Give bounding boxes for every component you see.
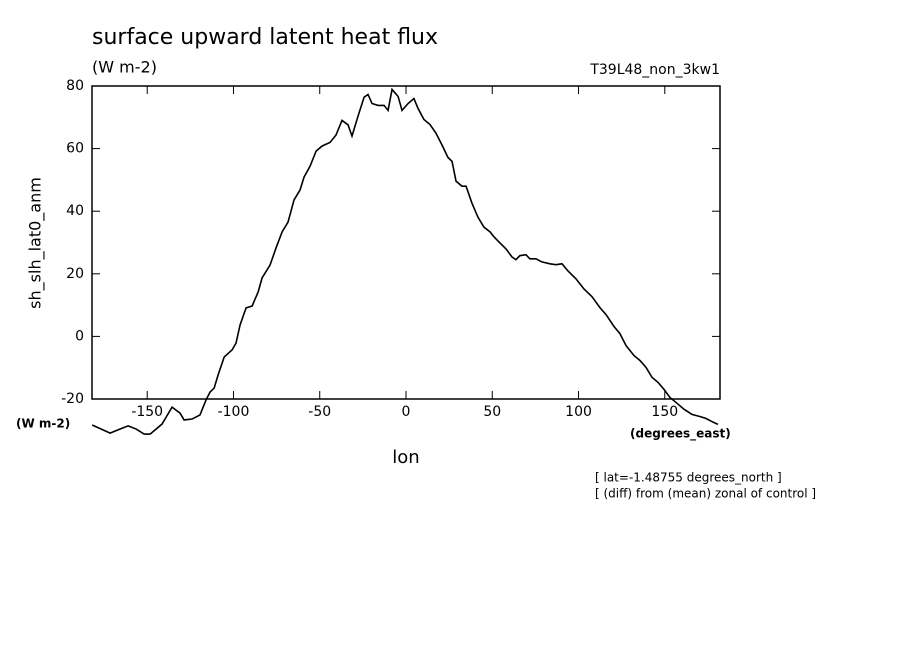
- x-units-label: (degrees_east): [630, 427, 731, 442]
- data-line: [91, 87, 719, 435]
- x-axis-title: lon: [392, 447, 419, 468]
- x-tick-label: -150: [131, 404, 163, 420]
- x-tick-label: -50: [308, 404, 331, 420]
- chart-title: surface upward latent heat flux: [92, 25, 438, 50]
- y-tick-label: 80: [66, 78, 84, 94]
- y-axis-title: sh_slh_lat0_anm: [26, 177, 46, 309]
- x-tick-label: 50: [483, 404, 501, 420]
- y-tick-label: 20: [66, 266, 84, 282]
- y-tick-label: -20: [61, 391, 84, 407]
- x-tick-label: 0: [402, 404, 411, 420]
- y-tick-label: 60: [66, 141, 84, 157]
- units-label: (W m-2): [92, 58, 157, 77]
- note: [ (diff) from (mean) zonal of control ]: [595, 487, 816, 501]
- note: [ lat=-1.48755 degrees_north ]: [595, 471, 782, 485]
- y-tick-label: 40: [66, 203, 84, 219]
- run-label: T39L48_non_3kw1: [589, 62, 720, 78]
- x-tick-label: 150: [651, 404, 678, 420]
- x-tick-label: 100: [565, 404, 592, 420]
- x-tick-label: -100: [218, 404, 250, 420]
- y-tick-label: 0: [75, 328, 84, 344]
- plot-frame: [91, 85, 721, 400]
- y-units-label: (W m-2): [16, 417, 70, 431]
